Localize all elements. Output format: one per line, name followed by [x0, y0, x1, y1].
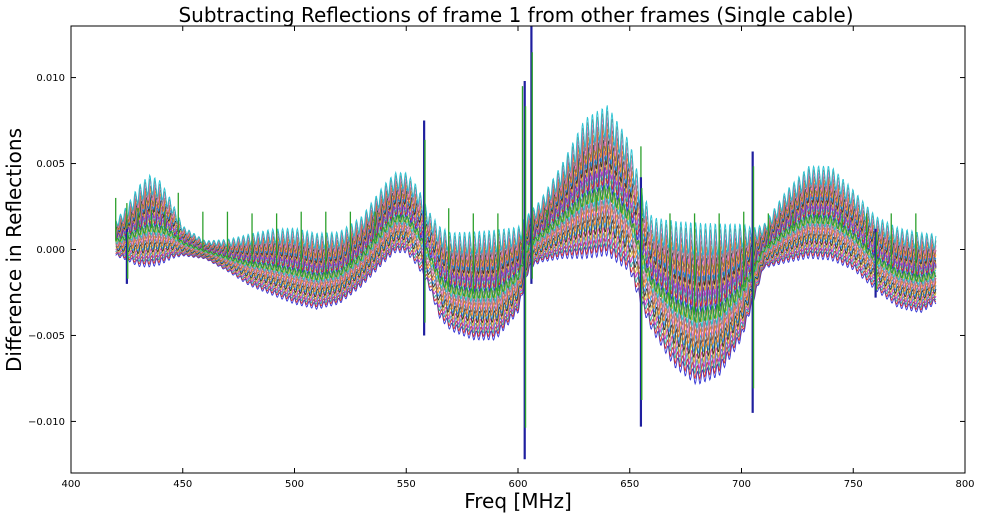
x-tick-label: 550: [397, 479, 416, 490]
y-axis-label: Difference in Reflections: [2, 128, 26, 372]
x-tick-label: 600: [508, 479, 527, 490]
x-tick-label: 750: [844, 479, 863, 490]
x-tick-label: 800: [955, 479, 974, 490]
plot-area: [115, 26, 937, 460]
y-tick-label: 0.005: [36, 159, 65, 170]
y-tick-label: 0.010: [36, 73, 65, 84]
y-tick-label: −0.005: [28, 331, 65, 342]
y-tick-label: 0.000: [36, 245, 65, 256]
x-tick-label: 650: [620, 479, 639, 490]
x-axis-label: Freq [MHz]: [464, 489, 572, 513]
x-tick-label: 400: [61, 479, 80, 490]
x-tick-label: 500: [285, 479, 304, 490]
y-axis-ticks: −0.010 −0.005 0.000 0.005 0.010: [28, 73, 965, 428]
x-axis-ticks: 400 450 500 550 600 650 700 750 800: [61, 26, 975, 490]
chart-title: Subtracting Reflections of frame 1 from …: [178, 3, 853, 27]
x-tick-label: 450: [173, 479, 192, 490]
x-tick-label: 700: [732, 479, 751, 490]
y-tick-label: −0.010: [28, 417, 65, 428]
